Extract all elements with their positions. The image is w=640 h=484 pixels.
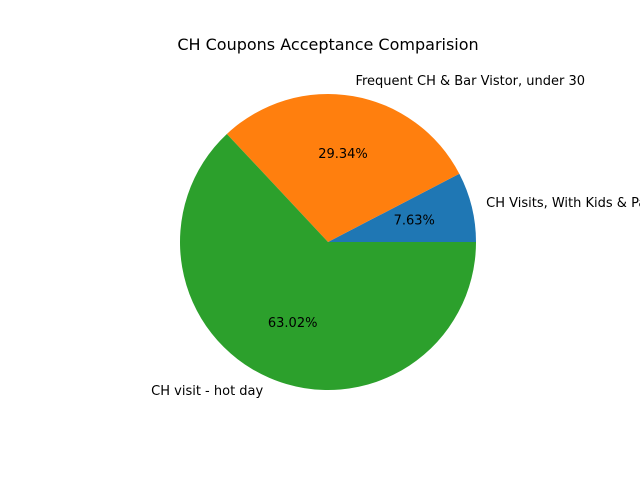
pie-slice-label: Frequent CH & Bar Vistor, under 30 bbox=[355, 74, 585, 89]
pie-slice-label: CH visit - hot day bbox=[151, 384, 263, 399]
pie-percent-labels: 7.63% 29.34% 63.02% bbox=[268, 147, 435, 331]
pie-slice-ch-visit-hot-day bbox=[180, 133, 477, 390]
pie-percent-label: 29.34% bbox=[318, 147, 368, 162]
pie-slice-labels: CH Visits, With Kids & Partner Frequent C… bbox=[151, 74, 640, 399]
pie-percent-label: 7.63% bbox=[394, 213, 435, 228]
pie-slice-ch-visits-with-kids-partner bbox=[328, 173, 476, 242]
pie-slice-frequent-ch-bar-vistor-under-30 bbox=[226, 94, 460, 242]
chart-title: CH Coupons Acceptance Comparision bbox=[177, 35, 478, 54]
pie-slices bbox=[180, 94, 477, 390]
pie-slice-label: CH Visits, With Kids & Partner bbox=[486, 196, 640, 211]
pie-percent-label: 63.02% bbox=[268, 316, 318, 331]
